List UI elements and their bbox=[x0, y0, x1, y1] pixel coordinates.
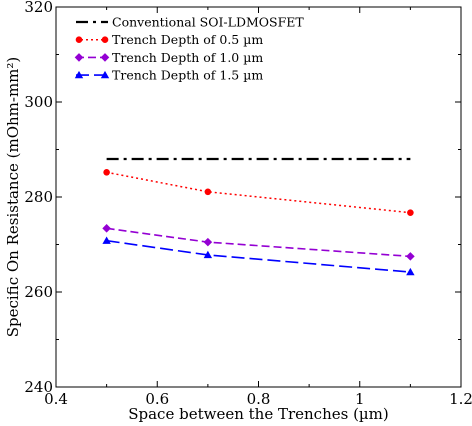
x-axis-title: Space between the Trenches (µm) bbox=[128, 405, 389, 423]
plot-area: 0.4 0.6 0.8 1 1.2 240 260 280 300 320 bbox=[24, 0, 472, 408]
data-point-series-3 bbox=[406, 252, 415, 261]
series-line-3 bbox=[106, 227, 411, 258]
data-point-series-3 bbox=[102, 224, 111, 233]
legend-label: Trench Depth of 1.0 µm bbox=[112, 50, 263, 65]
data-point-series-3 bbox=[203, 237, 213, 247]
y-axis-title: Specific On Resistance (mOhm-mm²) bbox=[4, 57, 22, 338]
x-tick-label: 1 bbox=[355, 390, 365, 408]
data-point-series-2 bbox=[204, 188, 212, 196]
data-point-series-4 bbox=[102, 236, 111, 244]
legend-marker bbox=[75, 36, 83, 43]
legend-entry-4: Trench Depth of 1.5 µm bbox=[74, 68, 263, 83]
y-tick-label: 260 bbox=[24, 283, 53, 301]
legend: Conventional SOI-LDMOSFET Trench Depth of… bbox=[74, 15, 304, 83]
legend-entry-1: Conventional SOI-LDMOSFET bbox=[76, 15, 304, 30]
legend-marker bbox=[101, 36, 109, 43]
series-line-2 bbox=[106, 171, 411, 214]
legend-marker bbox=[74, 70, 84, 79]
legend-entry-2: Trench Depth of 0.5 µm bbox=[75, 32, 263, 47]
y-tick-label: 240 bbox=[24, 378, 53, 396]
legend-marker bbox=[74, 53, 84, 62]
data-point-series-2 bbox=[103, 169, 110, 176]
data-point-series-4 bbox=[406, 267, 415, 276]
x-tick-label: 0.4 bbox=[44, 390, 68, 408]
x-tick-label: 0.8 bbox=[247, 390, 271, 408]
series-line-4 bbox=[106, 239, 411, 273]
y-tick-label: 300 bbox=[24, 93, 53, 111]
x-tick-label: 1.2 bbox=[449, 390, 472, 408]
legend-label: Trench Depth of 1.5 µm bbox=[112, 68, 263, 83]
legend-marker bbox=[100, 53, 110, 62]
data-point-series-4 bbox=[203, 250, 213, 259]
legend-label: Conventional SOI-LDMOSFET bbox=[112, 15, 304, 30]
legend-label: Trench Depth of 0.5 µm bbox=[112, 32, 263, 47]
legend-entry-3: Trench Depth of 1.0 µm bbox=[74, 50, 263, 65]
data-point-series-2 bbox=[407, 209, 414, 216]
y-tick-label: 320 bbox=[24, 0, 53, 16]
legend-marker bbox=[100, 70, 110, 79]
x-tick-label: 0.6 bbox=[145, 390, 169, 408]
y-tick-label: 280 bbox=[24, 188, 53, 206]
